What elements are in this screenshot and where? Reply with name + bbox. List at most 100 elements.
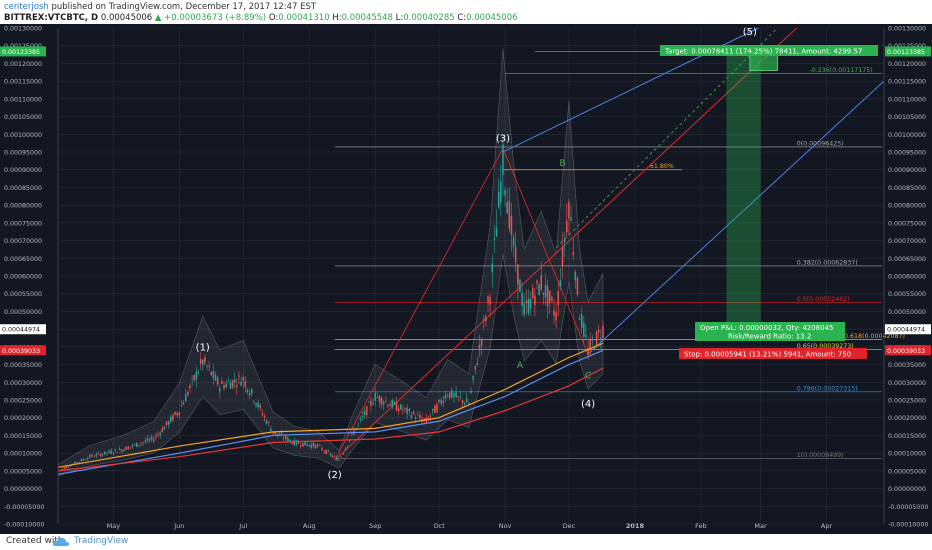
candle-body [561, 247, 564, 267]
candle-body [293, 439, 296, 446]
candle-body [461, 400, 464, 404]
candle-body [551, 296, 553, 301]
candle-body [210, 371, 213, 376]
candle-body [434, 405, 436, 413]
y-tick-label-left: 0.00070000 [4, 238, 42, 245]
candle-body [523, 303, 525, 315]
candle-body [380, 397, 383, 405]
candle-body [585, 334, 587, 338]
candle-body [527, 298, 530, 314]
candle-body [593, 348, 596, 349]
candle-body [508, 200, 511, 229]
candle-body [142, 442, 144, 443]
candle-body [161, 428, 164, 432]
y-tick-label-right: 0.00055000 [888, 291, 926, 298]
candle-body [268, 422, 270, 423]
price-marker-label-left: 0.00044974 [2, 327, 40, 334]
y-tick-label-right: 0.00075000 [888, 220, 926, 227]
candle-body [176, 413, 178, 416]
candle-body [167, 421, 170, 425]
candle-body [150, 436, 153, 440]
y-tick-label-right: 0.00010000 [888, 451, 926, 458]
target-label: Target: 0.00078411 (174.25%) 78411, Amou… [664, 48, 862, 56]
candle-body [99, 454, 102, 457]
grid-lines [58, 27, 884, 525]
candle-body [165, 421, 168, 425]
candle-body [476, 363, 479, 366]
x-tick-label: Jul [238, 522, 247, 530]
candle-body [446, 395, 449, 397]
candle-body [510, 215, 513, 235]
candle-body [504, 189, 506, 196]
price-change: +0.00003673 (+8.89%) [164, 13, 267, 23]
price-marker-label: 0.00044974 [887, 327, 925, 334]
y-tick-label-left: 0.00100000 [4, 132, 42, 139]
candle-body [340, 456, 342, 458]
tradingview-cloud-icon [52, 537, 70, 546]
candle-body [465, 398, 468, 403]
candle-body [112, 453, 115, 454]
candle-body [589, 339, 591, 351]
target-zone [726, 51, 761, 330]
price-marker-box-left [0, 46, 46, 57]
symbol-label: BITTREX:VTCBTC, D [4, 13, 99, 23]
y-tick-label-left: 0.00000000 [4, 486, 42, 493]
open-pnl-label: Open P&L: 0.00000032, Qty: 4208045 [700, 324, 834, 332]
candle-body [453, 393, 455, 397]
x-tick-label: Sep [369, 522, 381, 530]
candle-body [557, 290, 560, 306]
correction-wave-label: A [517, 361, 524, 371]
candle-body [144, 440, 147, 442]
y-tick-label-left: 0.00085000 [4, 185, 42, 192]
published-text: published on TradingView.com, December 1… [51, 2, 317, 12]
ohlc-low: 0.00040285 [403, 13, 455, 23]
candle-body [306, 444, 308, 446]
candle-body [483, 319, 485, 321]
long-position-tool[interactable]: Target: 0.00078411 (174.25%) 78411, Amou… [534, 45, 878, 359]
candle-body [531, 288, 534, 299]
candle-body [127, 446, 129, 450]
price-chart[interactable]: 0(0.00096425) 0.382(0.00062837) 0.5(0.0005… [0, 24, 932, 534]
x-tick-label: Dec [563, 522, 576, 530]
fib-level-label: 0(0.00096425) [797, 140, 844, 147]
y-tick-label-left: -0.00010000 [4, 522, 44, 529]
candle-body [334, 456, 336, 457]
candle-body [116, 452, 119, 453]
candle-body [253, 401, 255, 403]
author-link[interactable]: centerjosh [4, 2, 49, 12]
candle-body [583, 322, 585, 337]
y-tick-label-left: 0.00015000 [4, 433, 42, 440]
fib-level-label: 61.80% [650, 163, 674, 170]
candle-body [563, 238, 566, 243]
y-tick-label-left: 0.00020000 [4, 415, 42, 422]
candle-body [133, 444, 136, 445]
candle-body [414, 417, 417, 420]
candle-body [108, 450, 110, 453]
candle-body [172, 414, 174, 421]
candle-body [357, 423, 359, 425]
candle-body [568, 202, 570, 219]
bollinger-band-area [57, 48, 604, 477]
candle-body [250, 388, 253, 394]
candle-body [325, 449, 327, 454]
candle-body [457, 395, 459, 397]
candle-body [338, 460, 340, 461]
candle-body [406, 407, 408, 414]
y-tick-label-right: 0.00085000 [888, 185, 926, 192]
candle-body [506, 202, 508, 214]
candle-body [595, 331, 598, 345]
candle-body [78, 461, 81, 463]
tradingview-brand[interactable]: TradingView [74, 536, 129, 546]
candle-body [385, 400, 387, 402]
candle-body [285, 436, 287, 439]
candle-body [440, 400, 442, 404]
ma-red-line [57, 367, 604, 472]
fib-level-label: 0.618(0.00042087) [844, 333, 905, 340]
y-tick-label-right: -0.00005000 [888, 504, 928, 511]
candle-body [319, 445, 321, 446]
candle-body [376, 397, 379, 398]
candle-body [110, 450, 112, 454]
candle-body [361, 415, 364, 418]
candle-body [229, 382, 232, 389]
y-tick-label-right: 0.00070000 [888, 238, 926, 245]
